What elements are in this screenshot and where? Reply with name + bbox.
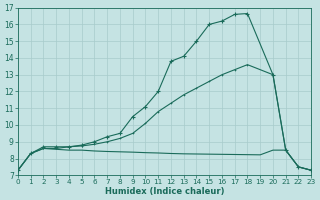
X-axis label: Humidex (Indice chaleur): Humidex (Indice chaleur) xyxy=(105,187,224,196)
